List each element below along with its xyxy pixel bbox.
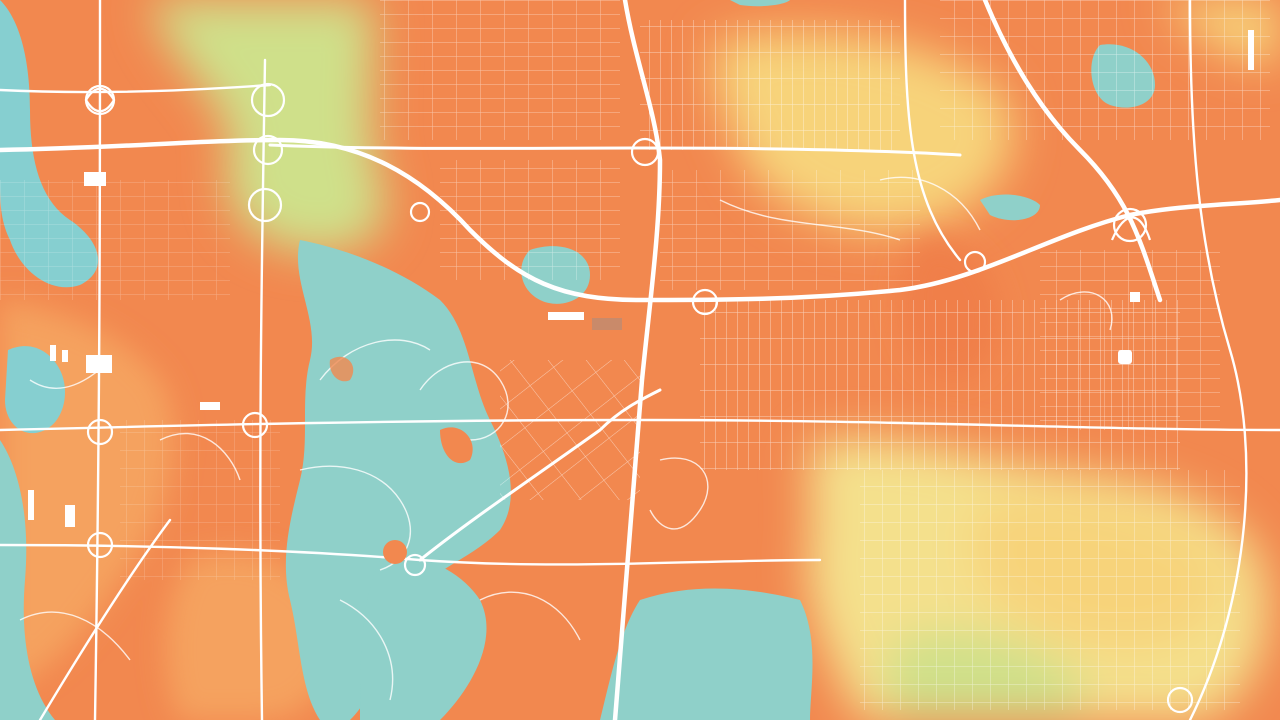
water-central-south-arm — [360, 557, 487, 720]
interchange-icon[interactable] — [84, 84, 116, 116]
interchange-icon[interactable] — [963, 250, 987, 274]
interchange-icon[interactable] — [86, 418, 114, 446]
building-icon — [86, 355, 112, 373]
highway-north-ew — [268, 143, 962, 157]
building-icon — [50, 345, 56, 361]
interchange-icon[interactable] — [403, 553, 427, 577]
grid-north-east — [940, 0, 1270, 140]
water-west-channel — [0, 440, 55, 720]
road-curve-10 — [479, 591, 581, 641]
building-icon — [1118, 350, 1132, 364]
building-icon — [1248, 30, 1254, 70]
road-curve-8 — [1059, 291, 1113, 331]
water-south-central-lake — [600, 588, 813, 720]
road-loop-1 — [419, 361, 509, 441]
water-west-pond — [5, 346, 65, 434]
arterial-south-west — [38, 518, 172, 720]
interchange-icon[interactable] — [1166, 686, 1194, 714]
building-icon — [28, 490, 34, 520]
grid-diagonal-district — [500, 360, 640, 500]
grid-south-east — [860, 470, 1240, 710]
road-curve-9 — [19, 611, 131, 661]
road-curve-3 — [339, 599, 394, 701]
building-icon — [62, 350, 68, 362]
water-east-pond — [980, 194, 1040, 221]
interchange-icon[interactable] — [691, 288, 719, 316]
building-icon — [1130, 292, 1140, 302]
grid-middle-east — [660, 170, 920, 290]
interchange-icon[interactable] — [241, 411, 269, 439]
road-curve-7 — [159, 433, 241, 481]
grid-north-central — [640, 20, 900, 150]
building-icon — [200, 402, 220, 410]
interchange-icon[interactable] — [409, 201, 431, 223]
building-icon — [65, 505, 75, 527]
highway-north-south — [612, 0, 663, 720]
street-grids — [0, 0, 1270, 710]
reservoir-islands — [329, 356, 473, 564]
arterial-east-ns — [1188, 0, 1248, 720]
arterial-north-west-ew — [0, 83, 272, 94]
interchange-icon[interactable] — [1110, 207, 1152, 243]
highway-north-east — [982, 0, 1163, 303]
grid-north-middle — [380, 0, 620, 140]
grid-east — [1040, 250, 1220, 430]
building-markers — [28, 30, 1254, 527]
interchange-icon[interactable] — [86, 531, 114, 559]
region-yellow-green-north — [150, 0, 386, 252]
grid-west — [0, 180, 230, 300]
road-loop-2 — [649, 457, 709, 530]
building-icon — [84, 172, 106, 186]
interchange-icon[interactable] — [630, 137, 660, 167]
water-north-sliver — [730, 0, 790, 7]
interchanges — [84, 82, 1194, 714]
grid-middle — [440, 160, 620, 280]
interchange-icon[interactable] — [247, 82, 286, 223]
building-icon — [592, 318, 622, 330]
highway-east-west — [0, 137, 1280, 303]
highway-diagonal-south — [418, 388, 662, 562]
building-icon — [548, 312, 584, 320]
road-curve-5 — [719, 199, 901, 241]
road-curve-4 — [879, 176, 981, 231]
